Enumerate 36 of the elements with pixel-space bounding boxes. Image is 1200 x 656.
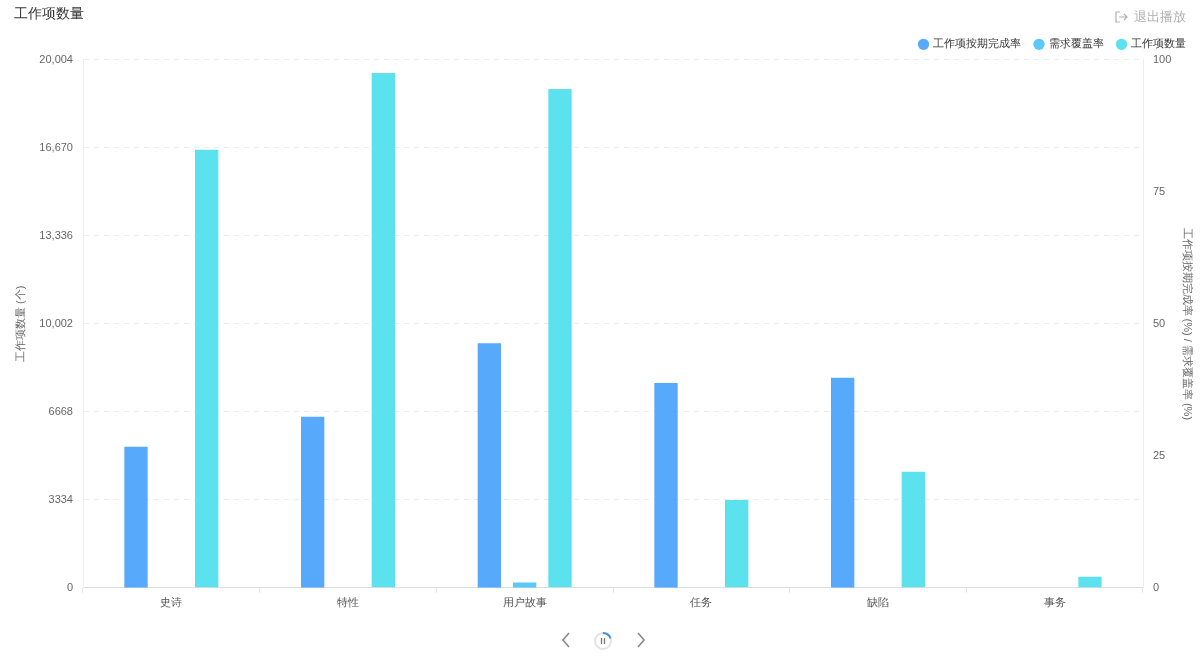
x-tick-label: 事务 xyxy=(1043,596,1066,609)
legend-label: 工作项按期完成率 xyxy=(933,37,1021,50)
bar xyxy=(371,73,395,588)
bar xyxy=(654,382,678,588)
y-tick-label: 3334 xyxy=(48,492,73,505)
y2-tick-label: 25 xyxy=(1153,448,1166,461)
y-tick-label: 0 xyxy=(66,580,73,593)
chart-title: 工作项数量 xyxy=(14,5,84,22)
legend-label: 工作项数量 xyxy=(1131,37,1186,50)
y-tick-label: 10,002 xyxy=(39,316,73,329)
bar xyxy=(548,88,572,588)
bar xyxy=(301,416,325,588)
bar xyxy=(901,471,925,588)
bar xyxy=(725,499,749,588)
y-tick-label: 16,670 xyxy=(39,140,73,153)
x-tick-label: 缺陷 xyxy=(867,596,889,609)
y-tick-label: 20,004 xyxy=(39,52,73,65)
bar xyxy=(1078,576,1102,588)
x-tick-label: 用户故事 xyxy=(502,596,547,609)
x-tick-label: 特性 xyxy=(337,596,359,609)
bar xyxy=(477,343,501,588)
y2-axis-title: 工作项按期完成率 (%) / 需求覆盖率 (%) xyxy=(1182,227,1195,421)
legend-label: 需求覆盖率 xyxy=(1048,37,1104,50)
y2-tick-label: 100 xyxy=(1153,52,1172,65)
y-tick-label: 13,336 xyxy=(39,228,73,241)
y2-tick-label: 0 xyxy=(1153,580,1160,593)
x-tick-label: 任务 xyxy=(689,596,713,609)
bar xyxy=(195,149,219,588)
exit-label: 退出播放 xyxy=(1134,8,1186,26)
y-axis-title: 工作项数量 (个) xyxy=(13,285,26,362)
y-tick-label: 6668 xyxy=(48,404,73,417)
y2-tick-label: 75 xyxy=(1153,184,1166,197)
bar xyxy=(831,377,855,588)
bar xyxy=(124,446,148,588)
x-tick-label: 史诗 xyxy=(160,596,183,609)
y2-tick-label: 50 xyxy=(1153,316,1166,329)
